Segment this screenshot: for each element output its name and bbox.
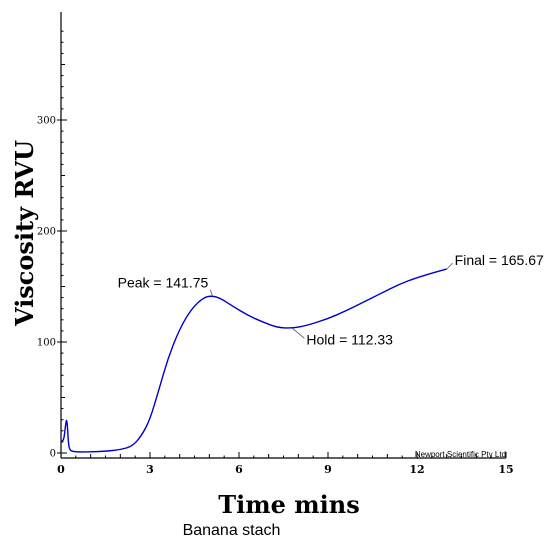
x-tick-label: 12 bbox=[409, 463, 424, 476]
y-axis-title: Viscosity RVU bbox=[10, 140, 39, 327]
x-tick-label: 3 bbox=[146, 463, 154, 476]
annotation-label: Final = 165.67 bbox=[455, 252, 544, 268]
y-tick-label: 100 bbox=[37, 338, 56, 349]
x-tick-label: 0 bbox=[57, 463, 65, 476]
annotation-label: Hold = 112.33 bbox=[306, 331, 393, 347]
annotation-pointer bbox=[292, 328, 305, 339]
viscosity-line bbox=[60, 268, 447, 453]
y-tick-label: 200 bbox=[37, 227, 56, 238]
y-tick-label: 0 bbox=[50, 449, 56, 460]
x-tick-label: 6 bbox=[235, 463, 243, 476]
x-axis-ticks: 0 3 6 9 12 15 bbox=[57, 452, 514, 476]
annotation-pointer bbox=[446, 262, 453, 270]
y-tick-label: 300 bbox=[37, 116, 56, 127]
x-tick-label: 15 bbox=[498, 463, 513, 476]
annotation-pointer bbox=[209, 289, 213, 296]
credit-label: Newport Scientific Pty Ltd bbox=[415, 450, 506, 459]
x-tick-label: 9 bbox=[324, 463, 332, 476]
annotation-label: Peak = 141.75 bbox=[118, 275, 209, 291]
x-axis-title: Time mins bbox=[218, 490, 359, 519]
chart-caption: Banana stach bbox=[182, 522, 281, 539]
annotations: Peak = 141.75 Hold = 112.33 Final = 165.67 bbox=[118, 252, 544, 347]
plot-frame bbox=[60, 12, 506, 459]
y-axis-ticks: 0 100 200 300 bbox=[37, 30, 67, 460]
